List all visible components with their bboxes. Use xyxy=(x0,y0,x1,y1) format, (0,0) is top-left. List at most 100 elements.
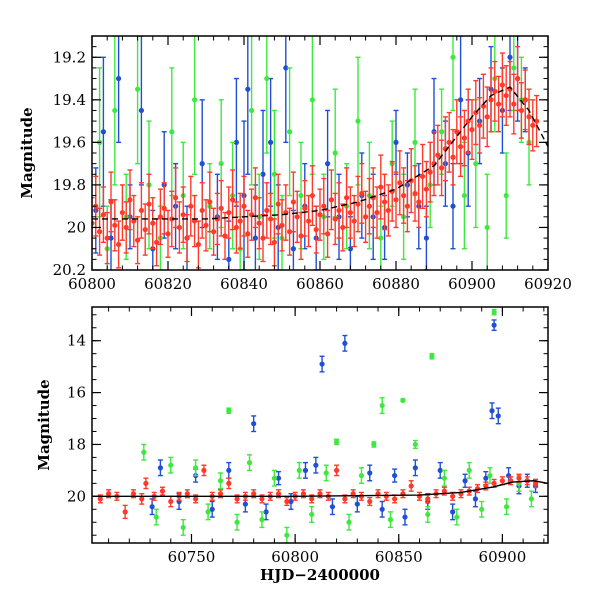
bottom-model-curve xyxy=(92,480,548,498)
top-point-red xyxy=(336,182,342,239)
top-point-red xyxy=(97,207,103,256)
top-x-tick-label: 60900 xyxy=(448,275,496,293)
bottom-point-green xyxy=(180,518,186,536)
top-point-red xyxy=(112,199,118,252)
top-point-red xyxy=(355,175,361,233)
top-point-red xyxy=(534,94,540,148)
top-point-blue xyxy=(268,77,274,207)
bottom-point-green xyxy=(412,439,418,450)
bottom-point-blue xyxy=(472,490,479,508)
top-point-red xyxy=(522,69,528,131)
bottom-series-red xyxy=(97,464,539,520)
top-point-green xyxy=(355,56,361,186)
top-point-red xyxy=(233,201,239,254)
bottom-x-tick-label: 60900 xyxy=(479,548,527,566)
top-point-red xyxy=(374,186,380,239)
bottom-point-green xyxy=(425,505,431,523)
bottom-point-red xyxy=(333,464,340,477)
top-point-red xyxy=(218,179,224,237)
top-point-blue xyxy=(283,36,289,144)
top-panel: 60800 60820 60840 60860 60880 60900 60920 19.2 1… xyxy=(18,35,572,293)
bottom-point-red xyxy=(242,491,248,501)
bottom-point-green xyxy=(454,508,460,526)
top-point-red xyxy=(420,143,426,210)
top-point-red xyxy=(169,190,175,248)
top-point-red xyxy=(108,171,114,233)
top-point-red xyxy=(199,182,205,239)
bottom-point-green xyxy=(259,511,265,529)
bottom-point-green xyxy=(441,469,447,487)
bottom-point-blue xyxy=(302,461,309,479)
bottom-y-axis-title: Magnitude xyxy=(35,379,53,470)
top-point-red xyxy=(435,124,441,186)
top-point-red xyxy=(290,171,296,233)
top-point-red xyxy=(245,209,251,258)
top-series-red xyxy=(92,45,540,269)
top-point-red xyxy=(450,128,456,186)
bottom-point-red xyxy=(168,495,174,508)
bottom-point-blue xyxy=(251,415,257,433)
bottom-point-blue xyxy=(412,459,418,477)
top-point-red xyxy=(119,184,125,241)
top-y-axis-title: Magnitude xyxy=(18,107,36,198)
bottom-point-blue xyxy=(313,456,319,474)
top-point-red xyxy=(188,175,194,237)
top-point-red xyxy=(484,86,490,148)
top-point-red xyxy=(340,203,346,252)
top-point-red xyxy=(465,88,471,154)
bottom-point-blue xyxy=(402,508,408,526)
bottom-point-red xyxy=(122,504,128,520)
top-point-blue xyxy=(138,36,144,186)
bottom-plot-frame xyxy=(91,306,549,544)
top-point-red xyxy=(461,109,467,167)
bottom-point-red xyxy=(408,480,414,492)
top-point-green xyxy=(112,36,118,186)
bottom-point-red xyxy=(483,481,489,491)
bottom-point-red xyxy=(342,494,348,504)
top-point-red xyxy=(480,73,486,139)
bottom-point-blue xyxy=(226,461,232,479)
top-point-red xyxy=(492,60,498,122)
top-point-red xyxy=(530,99,536,152)
top-point-red xyxy=(416,175,422,229)
top-point-red xyxy=(222,211,228,261)
top-point-red xyxy=(150,196,156,250)
top-point-green xyxy=(249,36,255,186)
top-point-red xyxy=(359,162,365,224)
bottom-point-red xyxy=(259,494,265,504)
top-point-red xyxy=(412,165,418,222)
top-point-red xyxy=(294,190,300,244)
top-point-red xyxy=(184,213,190,263)
bottom-x-tick-label: 60750 xyxy=(168,548,216,566)
top-point-red xyxy=(180,186,186,244)
bottom-point-green xyxy=(346,513,352,531)
top-point-green xyxy=(450,36,456,112)
bottom-point-green xyxy=(309,505,315,523)
bottom-point-green xyxy=(400,397,406,403)
bottom-point-green xyxy=(271,469,277,487)
top-point-red xyxy=(127,169,133,231)
top-point-red xyxy=(226,186,232,239)
bottom-point-red xyxy=(392,494,398,504)
bottom-point-blue xyxy=(354,495,360,513)
top-x-tick-label: 60800 xyxy=(68,275,116,293)
top-point-green xyxy=(169,67,175,197)
bottom-point-red xyxy=(226,477,232,490)
top-point-green xyxy=(192,36,198,175)
top-x-tick-label: 60860 xyxy=(296,275,344,293)
top-point-red xyxy=(344,167,350,229)
top-point-red xyxy=(385,184,391,237)
bottom-point-red xyxy=(416,491,423,501)
top-point-red xyxy=(100,186,106,244)
top-point-green xyxy=(309,36,315,175)
top-point-red xyxy=(507,60,513,118)
top-point-red xyxy=(207,171,213,233)
top-point-red xyxy=(302,179,308,237)
bottom-point-green xyxy=(234,513,240,531)
bottom-point-green xyxy=(153,508,159,526)
top-axes: 60800 60820 60840 60860 60880 60900 60920 19.2 1… xyxy=(53,36,572,293)
bottom-point-blue xyxy=(491,319,497,332)
top-point-red xyxy=(518,82,525,139)
top-y-tick-label: 20.2 xyxy=(53,261,86,279)
bottom-point-green xyxy=(528,490,535,508)
